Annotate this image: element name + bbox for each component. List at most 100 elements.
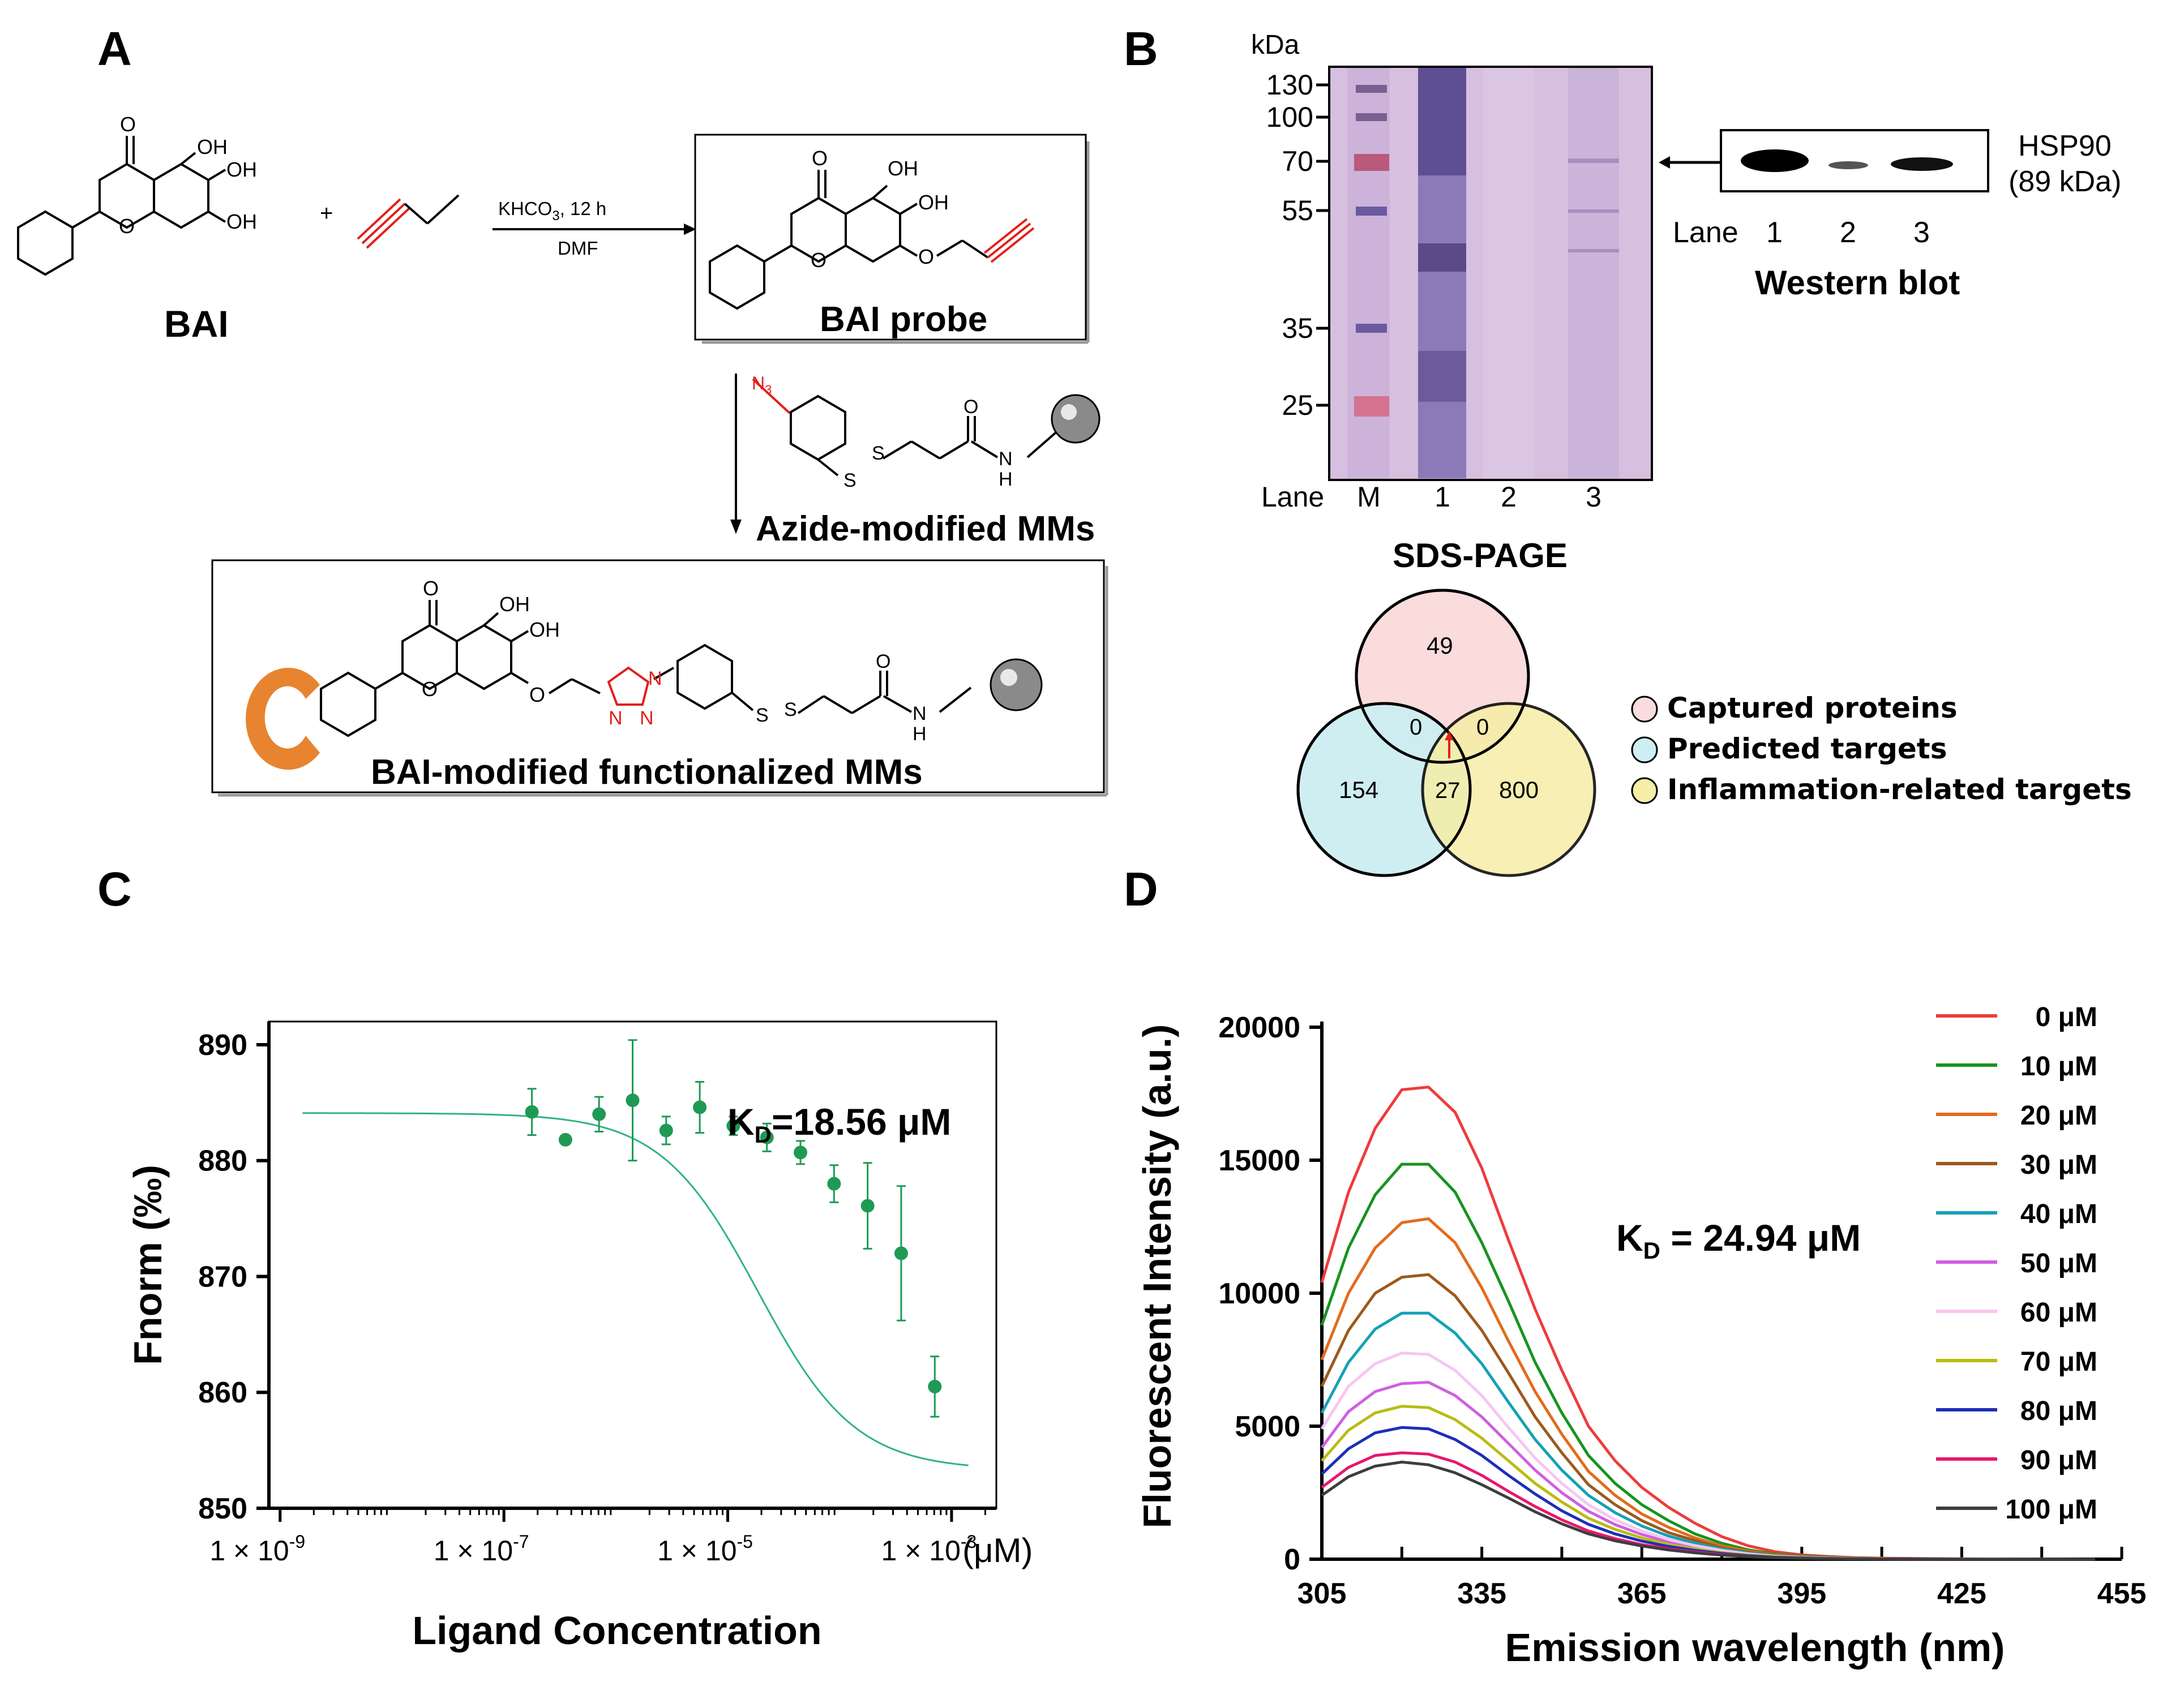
panel-a-scheme: O O OH OH OH BAI + KHCO3, 12 h DMF bbox=[17, 113, 1108, 797]
wb-lane-label: 1 bbox=[1766, 216, 1783, 249]
mw-marker-label: 130 bbox=[1266, 69, 1313, 101]
atom-oh: OH bbox=[197, 135, 228, 158]
d-ytick-label: 15000 bbox=[1218, 1144, 1300, 1177]
venn-diagram: 49 154 800 0 0 27 Captured proteins Pred… bbox=[1296, 589, 2132, 877]
protein-shape bbox=[246, 668, 320, 770]
panel-label-a: A bbox=[97, 22, 132, 75]
propargyl-reagent bbox=[357, 194, 460, 249]
c-data-point bbox=[558, 1132, 572, 1147]
c-xtick-label: 1 × 10-3 bbox=[881, 1531, 977, 1567]
chart-d-kd-annotation: KD = 24.94 μM bbox=[1616, 1217, 1861, 1264]
d-series-line bbox=[1320, 1085, 2095, 1561]
marker-lane bbox=[1347, 68, 1390, 478]
c-data-point bbox=[894, 1246, 908, 1260]
final-product-label: BAI-modified functionalized MMs bbox=[371, 753, 923, 792]
d-legend-label: 10 μM bbox=[2020, 1052, 2097, 1082]
legend-predicted: Predicted targets bbox=[1667, 732, 1947, 765]
d-legend-label: 40 μM bbox=[2020, 1199, 2097, 1229]
western-blot: HSP90 (89 kDa) Lane 1 2 3 Western blot bbox=[1673, 129, 2121, 302]
atom-o: O bbox=[529, 683, 545, 706]
mw-marker-label: 100 bbox=[1266, 101, 1313, 133]
lane-3 bbox=[1568, 68, 1619, 478]
azide-n3: N3 bbox=[752, 373, 772, 397]
d-legend-label: 0 μM bbox=[2036, 1002, 2097, 1032]
legend-captured: Captured proteins bbox=[1667, 692, 1958, 724]
panel-label-b: B bbox=[1124, 22, 1158, 75]
atom-o: O bbox=[423, 577, 439, 600]
d-legend-label: 100 μM bbox=[2005, 1495, 2097, 1525]
atom-o: O bbox=[811, 248, 827, 272]
chart-c-axes: 850 860 870 880 890 1 × 10-9 1 × 10-7 1 × 10-5 1… bbox=[198, 1029, 986, 1567]
d-legend-label: 30 μM bbox=[2020, 1150, 2097, 1180]
d-legend-label: 70 μM bbox=[2020, 1347, 2097, 1377]
bai-probe-structure bbox=[709, 170, 1035, 310]
chart-c-xlabel: Ligand Concentration bbox=[412, 1608, 821, 1653]
gel-title: SDS-PAGE bbox=[1393, 537, 1568, 574]
chart-c-points bbox=[525, 1039, 942, 1418]
d-xtick-label: 335 bbox=[1457, 1577, 1506, 1610]
atom-n: N bbox=[640, 707, 654, 729]
c-ytick-label: 860 bbox=[198, 1376, 247, 1409]
atom-o: O bbox=[963, 396, 978, 418]
wb-band-1 bbox=[1741, 149, 1809, 172]
gel-lane-labels: M 1 2 3 bbox=[1357, 481, 1601, 513]
venn-count-captured-inflammation: 0 bbox=[1476, 715, 1489, 740]
venn-count-captured-predicted: 0 bbox=[1410, 715, 1422, 740]
chart-d-lines bbox=[1320, 1085, 2095, 1561]
mw-marker-label: 55 bbox=[1282, 195, 1313, 226]
atom-o: O bbox=[876, 651, 890, 672]
atom-oh: OH bbox=[918, 191, 949, 214]
azide-mms-label: Azide-modified MMs bbox=[756, 509, 1095, 548]
d-xtick-label: 395 bbox=[1777, 1577, 1826, 1610]
d-legend-label: 50 μM bbox=[2020, 1248, 2097, 1278]
d-ytick-label: 5000 bbox=[1235, 1410, 1300, 1443]
chart-c-kd-annotation: KD=18.56 μM bbox=[727, 1101, 951, 1148]
c-fit-curve bbox=[302, 1112, 969, 1466]
d-ytick-label: 20000 bbox=[1218, 1011, 1300, 1044]
c-ytick-label: 850 bbox=[198, 1492, 247, 1525]
panel-label-d: D bbox=[1124, 863, 1158, 916]
magnetic-bead bbox=[1051, 394, 1100, 444]
c-ytick-label: 870 bbox=[198, 1260, 247, 1293]
d-series-line bbox=[1321, 1405, 2095, 1561]
chart-d-legend: 0 μM 10 μM 20 μM 30 μM 40 μM 50 μM 60 μM 70 μM 8… bbox=[1936, 1002, 2097, 1525]
c-data-point bbox=[726, 1119, 740, 1133]
mw-marker-label: 25 bbox=[1282, 389, 1313, 421]
final-product-structure bbox=[246, 600, 972, 770]
azide-mm-structure bbox=[752, 378, 1060, 477]
venn-count-predicted-inflammation: 27 bbox=[1435, 778, 1461, 803]
venn-count-predicted: 154 bbox=[1339, 776, 1378, 803]
wb-band-3 bbox=[1891, 157, 1953, 171]
c-data-point bbox=[760, 1130, 774, 1144]
c-data-point bbox=[525, 1105, 539, 1119]
atom-o: O bbox=[120, 113, 136, 136]
venn-count-inflammation: 800 bbox=[1499, 776, 1539, 803]
c-data-point bbox=[626, 1093, 640, 1108]
chart-d: 0 5000 10000 15000 20000 305 335 365 395 425 455 0… bbox=[1135, 1002, 2146, 1670]
d-xtick-label: 425 bbox=[1937, 1577, 1986, 1610]
atom-oh: OH bbox=[226, 210, 257, 233]
wb-lane-word: Lane bbox=[1673, 216, 1738, 249]
d-ytick-label: 0 bbox=[1284, 1543, 1300, 1576]
chart-c-x-unit: (μM) bbox=[962, 1531, 1033, 1569]
chart-d-xlabel: Emission wavelength (nm) bbox=[1505, 1625, 2005, 1670]
panel-label-c: C bbox=[97, 863, 132, 916]
atom-o: O bbox=[422, 677, 438, 701]
c-data-point bbox=[827, 1177, 841, 1191]
atom-o: O bbox=[812, 147, 828, 170]
wb-band-2 bbox=[1828, 161, 1868, 169]
c-xtick-label: 1 × 10-9 bbox=[209, 1531, 305, 1567]
wb-lane-label: 2 bbox=[1840, 216, 1856, 249]
d-legend-label: 80 μM bbox=[2020, 1396, 2097, 1426]
atom-s: S bbox=[872, 443, 885, 464]
legend-inflammation: Inflammation-related targets bbox=[1667, 773, 2132, 806]
d-ytick-label: 10000 bbox=[1218, 1277, 1300, 1310]
gel-lane-label: M bbox=[1357, 481, 1381, 513]
atom-o: O bbox=[918, 245, 934, 268]
c-xtick-label: 1 × 10-7 bbox=[434, 1531, 529, 1567]
legend-swatch-predicted bbox=[1631, 736, 1658, 763]
